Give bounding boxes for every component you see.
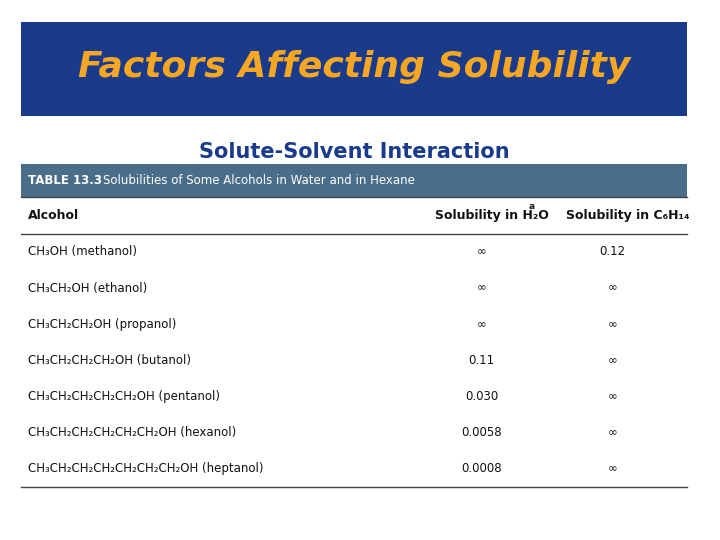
Text: CH₃CH₂CH₂CH₂CH₂OH (pentanol): CH₃CH₂CH₂CH₂CH₂OH (pentanol) <box>28 390 220 403</box>
Text: 0.12: 0.12 <box>600 245 626 259</box>
Text: ∞: ∞ <box>477 318 487 331</box>
Text: CH₃OH (methanol): CH₃OH (methanol) <box>28 245 138 259</box>
Text: CH₃CH₂CH₂CH₂CH₂CH₂CH₂OH (heptanol): CH₃CH₂CH₂CH₂CH₂CH₂CH₂OH (heptanol) <box>28 462 264 476</box>
Text: Solubility in C₆H₁₄: Solubility in C₆H₁₄ <box>567 209 690 222</box>
Text: CH₃CH₂CH₂CH₂CH₂CH₂OH (hexanol): CH₃CH₂CH₂CH₂CH₂CH₂OH (hexanol) <box>28 426 237 440</box>
Text: ∞: ∞ <box>608 354 617 367</box>
Text: ∞: ∞ <box>608 281 617 295</box>
Text: a: a <box>529 202 535 211</box>
Text: Solubilities of Some Alcohols in Water and in Hexane: Solubilities of Some Alcohols in Water a… <box>103 174 415 187</box>
Text: ∞: ∞ <box>608 390 617 403</box>
Text: CH₃CH₂CH₂CH₂OH (butanol): CH₃CH₂CH₂CH₂OH (butanol) <box>28 354 192 367</box>
Text: 0.11: 0.11 <box>469 354 495 367</box>
Text: CH₃CH₂OH (ethanol): CH₃CH₂OH (ethanol) <box>28 281 148 295</box>
Text: 0.0058: 0.0058 <box>462 426 502 440</box>
Text: ∞: ∞ <box>608 426 617 440</box>
Text: Alcohol: Alcohol <box>28 209 79 222</box>
Text: ∞: ∞ <box>477 281 487 295</box>
Text: CH₃CH₂CH₂OH (propanol): CH₃CH₂CH₂OH (propanol) <box>28 318 176 331</box>
Text: 0.030: 0.030 <box>465 390 498 403</box>
Text: Factors Affecting Solubility: Factors Affecting Solubility <box>78 51 630 84</box>
Text: 0.0008: 0.0008 <box>462 462 502 476</box>
FancyBboxPatch shape <box>22 164 687 197</box>
FancyBboxPatch shape <box>22 22 687 116</box>
Text: ∞: ∞ <box>477 245 487 259</box>
Text: ∞: ∞ <box>608 318 617 331</box>
Text: ∞: ∞ <box>608 462 617 476</box>
Text: Solubility in H₂O: Solubility in H₂O <box>436 209 549 222</box>
Text: Solute-Solvent Interaction: Solute-Solvent Interaction <box>199 142 509 163</box>
Text: TABLE 13.3: TABLE 13.3 <box>28 174 102 187</box>
